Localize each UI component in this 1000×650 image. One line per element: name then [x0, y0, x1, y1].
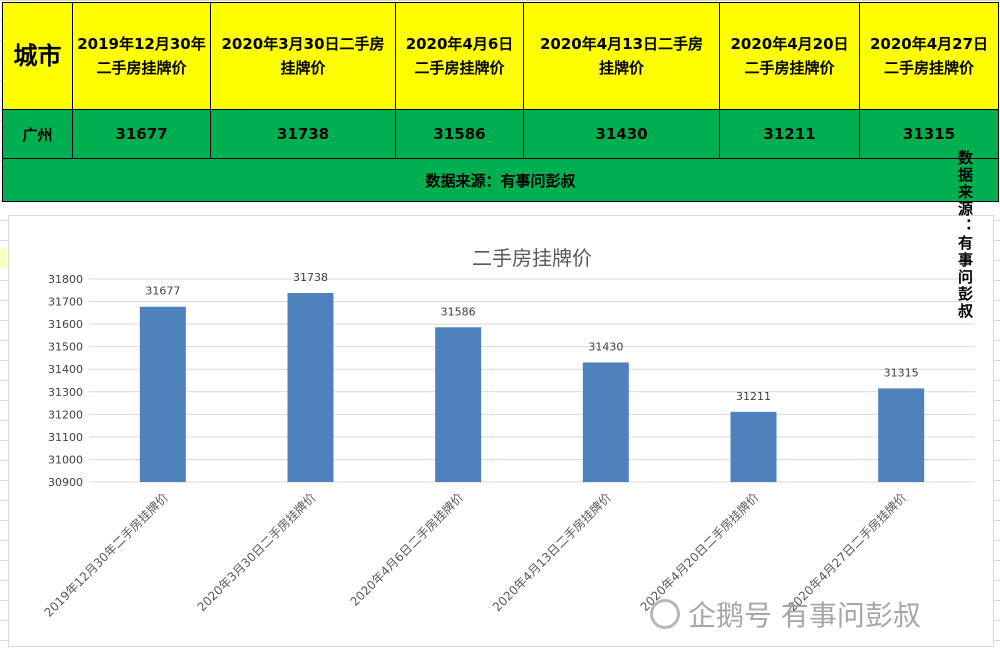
bar	[582, 362, 629, 482]
price-table: 城市 2019年12月30年 二手房挂牌价 2020年3月30日二手房 挂牌价 20…	[2, 2, 999, 202]
bar	[139, 306, 186, 482]
header-date-3[interactable]: 2020年4月6日 二手房挂牌价	[395, 2, 524, 110]
header-date-1[interactable]: 2019年12月30年 二手房挂牌价	[72, 2, 211, 110]
data-label: 31315	[884, 366, 919, 379]
chart-svg: 二手房挂牌价 30900 31000 31100 31200 31300 31400 3150…	[41, 246, 975, 620]
bar-chart[interactable]: 二手房挂牌价 30900 31000 31100 31200 31300 31400 3150…	[8, 215, 994, 647]
y-tick-label: 31700	[48, 296, 83, 309]
cell-value-6[interactable]: 31315	[859, 109, 999, 159]
cell-value-3[interactable]: 31586	[395, 109, 524, 159]
cell-value-5[interactable]: 31211	[719, 109, 860, 159]
header-date-6[interactable]: 2020年4月27日 二手房挂牌价	[859, 2, 999, 110]
y-tick-label: 31200	[48, 408, 83, 421]
table-header-row: 城市 2019年12月30年 二手房挂牌价 2020年3月30日二手房 挂牌价 20…	[2, 2, 999, 110]
data-label: 31430	[588, 340, 623, 353]
cell-city[interactable]: 广州	[2, 109, 73, 159]
header-date-5[interactable]: 2020年4月20日 二手房挂牌价	[719, 2, 860, 110]
y-tick-label: 31000	[48, 453, 83, 466]
source-cell[interactable]: 数据来源：有事问彭叔	[2, 158, 999, 202]
source-row: 数据来源：有事问彭叔	[2, 158, 999, 202]
y-tick-label: 31100	[48, 431, 83, 444]
header-date-4[interactable]: 2020年4月13日二手房 挂牌价	[523, 2, 720, 110]
cell-value-2[interactable]: 31738	[210, 109, 396, 159]
data-label: 31211	[736, 390, 771, 403]
header-date-2[interactable]: 2020年3月30日二手房 挂牌价	[210, 2, 396, 110]
x-tick-label: 2019年12月30年二手房挂牌价	[41, 490, 171, 620]
y-tick-label: 31800	[48, 273, 83, 286]
cell-value-4[interactable]: 31430	[523, 109, 720, 159]
y-tick-label: 31300	[48, 386, 83, 399]
table-row: 广州 31677 31738 31586 31430 31211 31315	[2, 109, 999, 159]
data-label: 31677	[145, 285, 180, 298]
y-tick-label: 31400	[48, 363, 83, 376]
bar	[287, 292, 334, 482]
y-tick-label: 31600	[48, 318, 83, 331]
penguin-logo-icon	[650, 599, 680, 629]
y-tick-label: 30900	[48, 476, 83, 489]
cell-value-1[interactable]: 31677	[72, 109, 211, 159]
bar	[730, 411, 777, 482]
side-source-note: 数据来源：有事问彭叔	[956, 150, 974, 320]
x-tick-label: 2020年4月6日二手房挂牌价	[347, 490, 466, 609]
x-tick-label: 2020年3月30日二手房挂牌价	[194, 490, 319, 615]
data-label: 31586	[441, 305, 476, 318]
watermark: 企鹅号 有事问彭叔	[650, 596, 921, 632]
chart-title: 二手房挂牌价	[472, 246, 592, 270]
watermark-text: 企鹅号 有事问彭叔	[688, 599, 921, 632]
y-tick-label: 31500	[48, 341, 83, 354]
header-city[interactable]: 城市	[2, 2, 73, 110]
bar	[878, 388, 925, 482]
x-tick-label: 2020年4月13日二手房挂牌价	[489, 490, 614, 615]
data-label: 31738	[293, 271, 328, 284]
bar	[435, 327, 482, 482]
